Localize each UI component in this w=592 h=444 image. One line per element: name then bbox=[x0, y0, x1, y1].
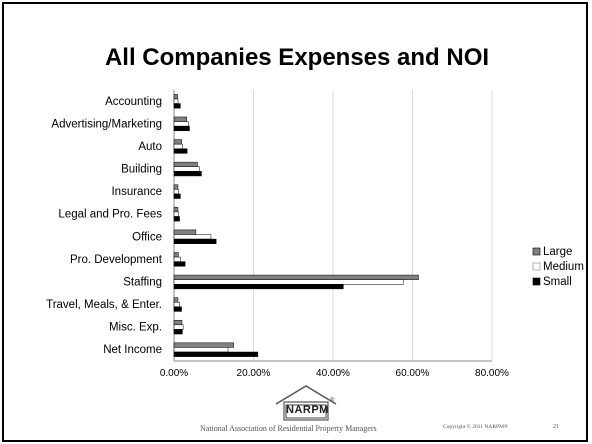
bar-small bbox=[173, 284, 344, 290]
bar-small bbox=[173, 193, 181, 199]
bar-medium bbox=[173, 121, 189, 127]
category-label: Staffing bbox=[123, 276, 162, 288]
x-tick-label: 40.00% bbox=[316, 368, 350, 379]
bar-small bbox=[173, 351, 259, 357]
bar-small bbox=[173, 103, 181, 109]
bar-medium bbox=[173, 347, 229, 353]
bar-medium bbox=[173, 98, 179, 104]
category-label: Auto bbox=[138, 141, 162, 153]
bar-small bbox=[173, 171, 202, 177]
bar-large bbox=[173, 116, 187, 122]
legend-label: Small bbox=[543, 276, 572, 288]
legend-label: Large bbox=[543, 246, 572, 258]
legend-swatch bbox=[532, 247, 541, 256]
x-tick-label: 60.00% bbox=[396, 368, 430, 379]
legend-swatch bbox=[532, 277, 541, 286]
bar-medium bbox=[173, 279, 404, 285]
category-label: Pro. Development bbox=[70, 254, 163, 266]
category-label: Legal and Pro. Fees bbox=[58, 209, 162, 221]
bar-large bbox=[173, 252, 179, 258]
bar-medium bbox=[173, 143, 183, 150]
narpm-logo: NARPM ® bbox=[270, 384, 360, 422]
bar-large bbox=[173, 94, 178, 100]
house-logo-icon bbox=[275, 385, 337, 421]
bar-large bbox=[173, 229, 197, 235]
x-tick-label: 80.00% bbox=[475, 368, 509, 379]
category-label: Travel, Meals, & Enter. bbox=[46, 299, 162, 311]
bar-medium bbox=[173, 189, 179, 195]
x-tick-label: 20.00% bbox=[237, 368, 271, 379]
chart-title: All Companies Expenses and NOI bbox=[104, 44, 490, 71]
logo-text: NARPM bbox=[286, 404, 329, 416]
bar-small bbox=[173, 148, 188, 154]
bar-large bbox=[173, 274, 419, 280]
bar-medium bbox=[173, 234, 212, 240]
footer-organization: National Association of Residential Prop… bbox=[200, 424, 377, 433]
category-label: Net Income bbox=[103, 344, 162, 356]
logo-registered-mark: ® bbox=[330, 398, 335, 404]
bar-large bbox=[173, 184, 179, 190]
bar-medium bbox=[173, 211, 179, 217]
page-number: 21 bbox=[553, 424, 559, 430]
category-label: Building bbox=[121, 164, 162, 176]
bar-medium bbox=[173, 256, 181, 262]
bar-small bbox=[173, 238, 217, 244]
bar-small bbox=[173, 125, 190, 132]
category-label: Misc. Exp. bbox=[109, 322, 162, 334]
legend-swatch bbox=[532, 262, 541, 271]
bar-medium bbox=[173, 324, 184, 330]
bar-large bbox=[173, 207, 179, 213]
category-label: Office bbox=[132, 231, 162, 243]
bar-large bbox=[173, 319, 183, 326]
bar-medium bbox=[173, 166, 200, 172]
bar-small bbox=[173, 329, 183, 335]
category-label: Advertising/Marketing bbox=[51, 118, 162, 130]
footer-copyright: Copyright © 2011 NARPM® bbox=[443, 424, 509, 430]
category-label: Insurance bbox=[111, 186, 162, 198]
bar-large bbox=[173, 161, 198, 167]
bar-small bbox=[173, 306, 182, 312]
category-label: Accounting bbox=[105, 96, 162, 108]
legend-label: Medium bbox=[543, 261, 584, 273]
bar-small bbox=[173, 216, 180, 222]
bar-large bbox=[173, 139, 182, 145]
bar-large bbox=[173, 297, 179, 303]
bar-medium bbox=[173, 301, 180, 308]
bar-large bbox=[173, 342, 234, 348]
x-tick-label: 0.00% bbox=[160, 368, 188, 379]
bar-small bbox=[173, 261, 186, 267]
